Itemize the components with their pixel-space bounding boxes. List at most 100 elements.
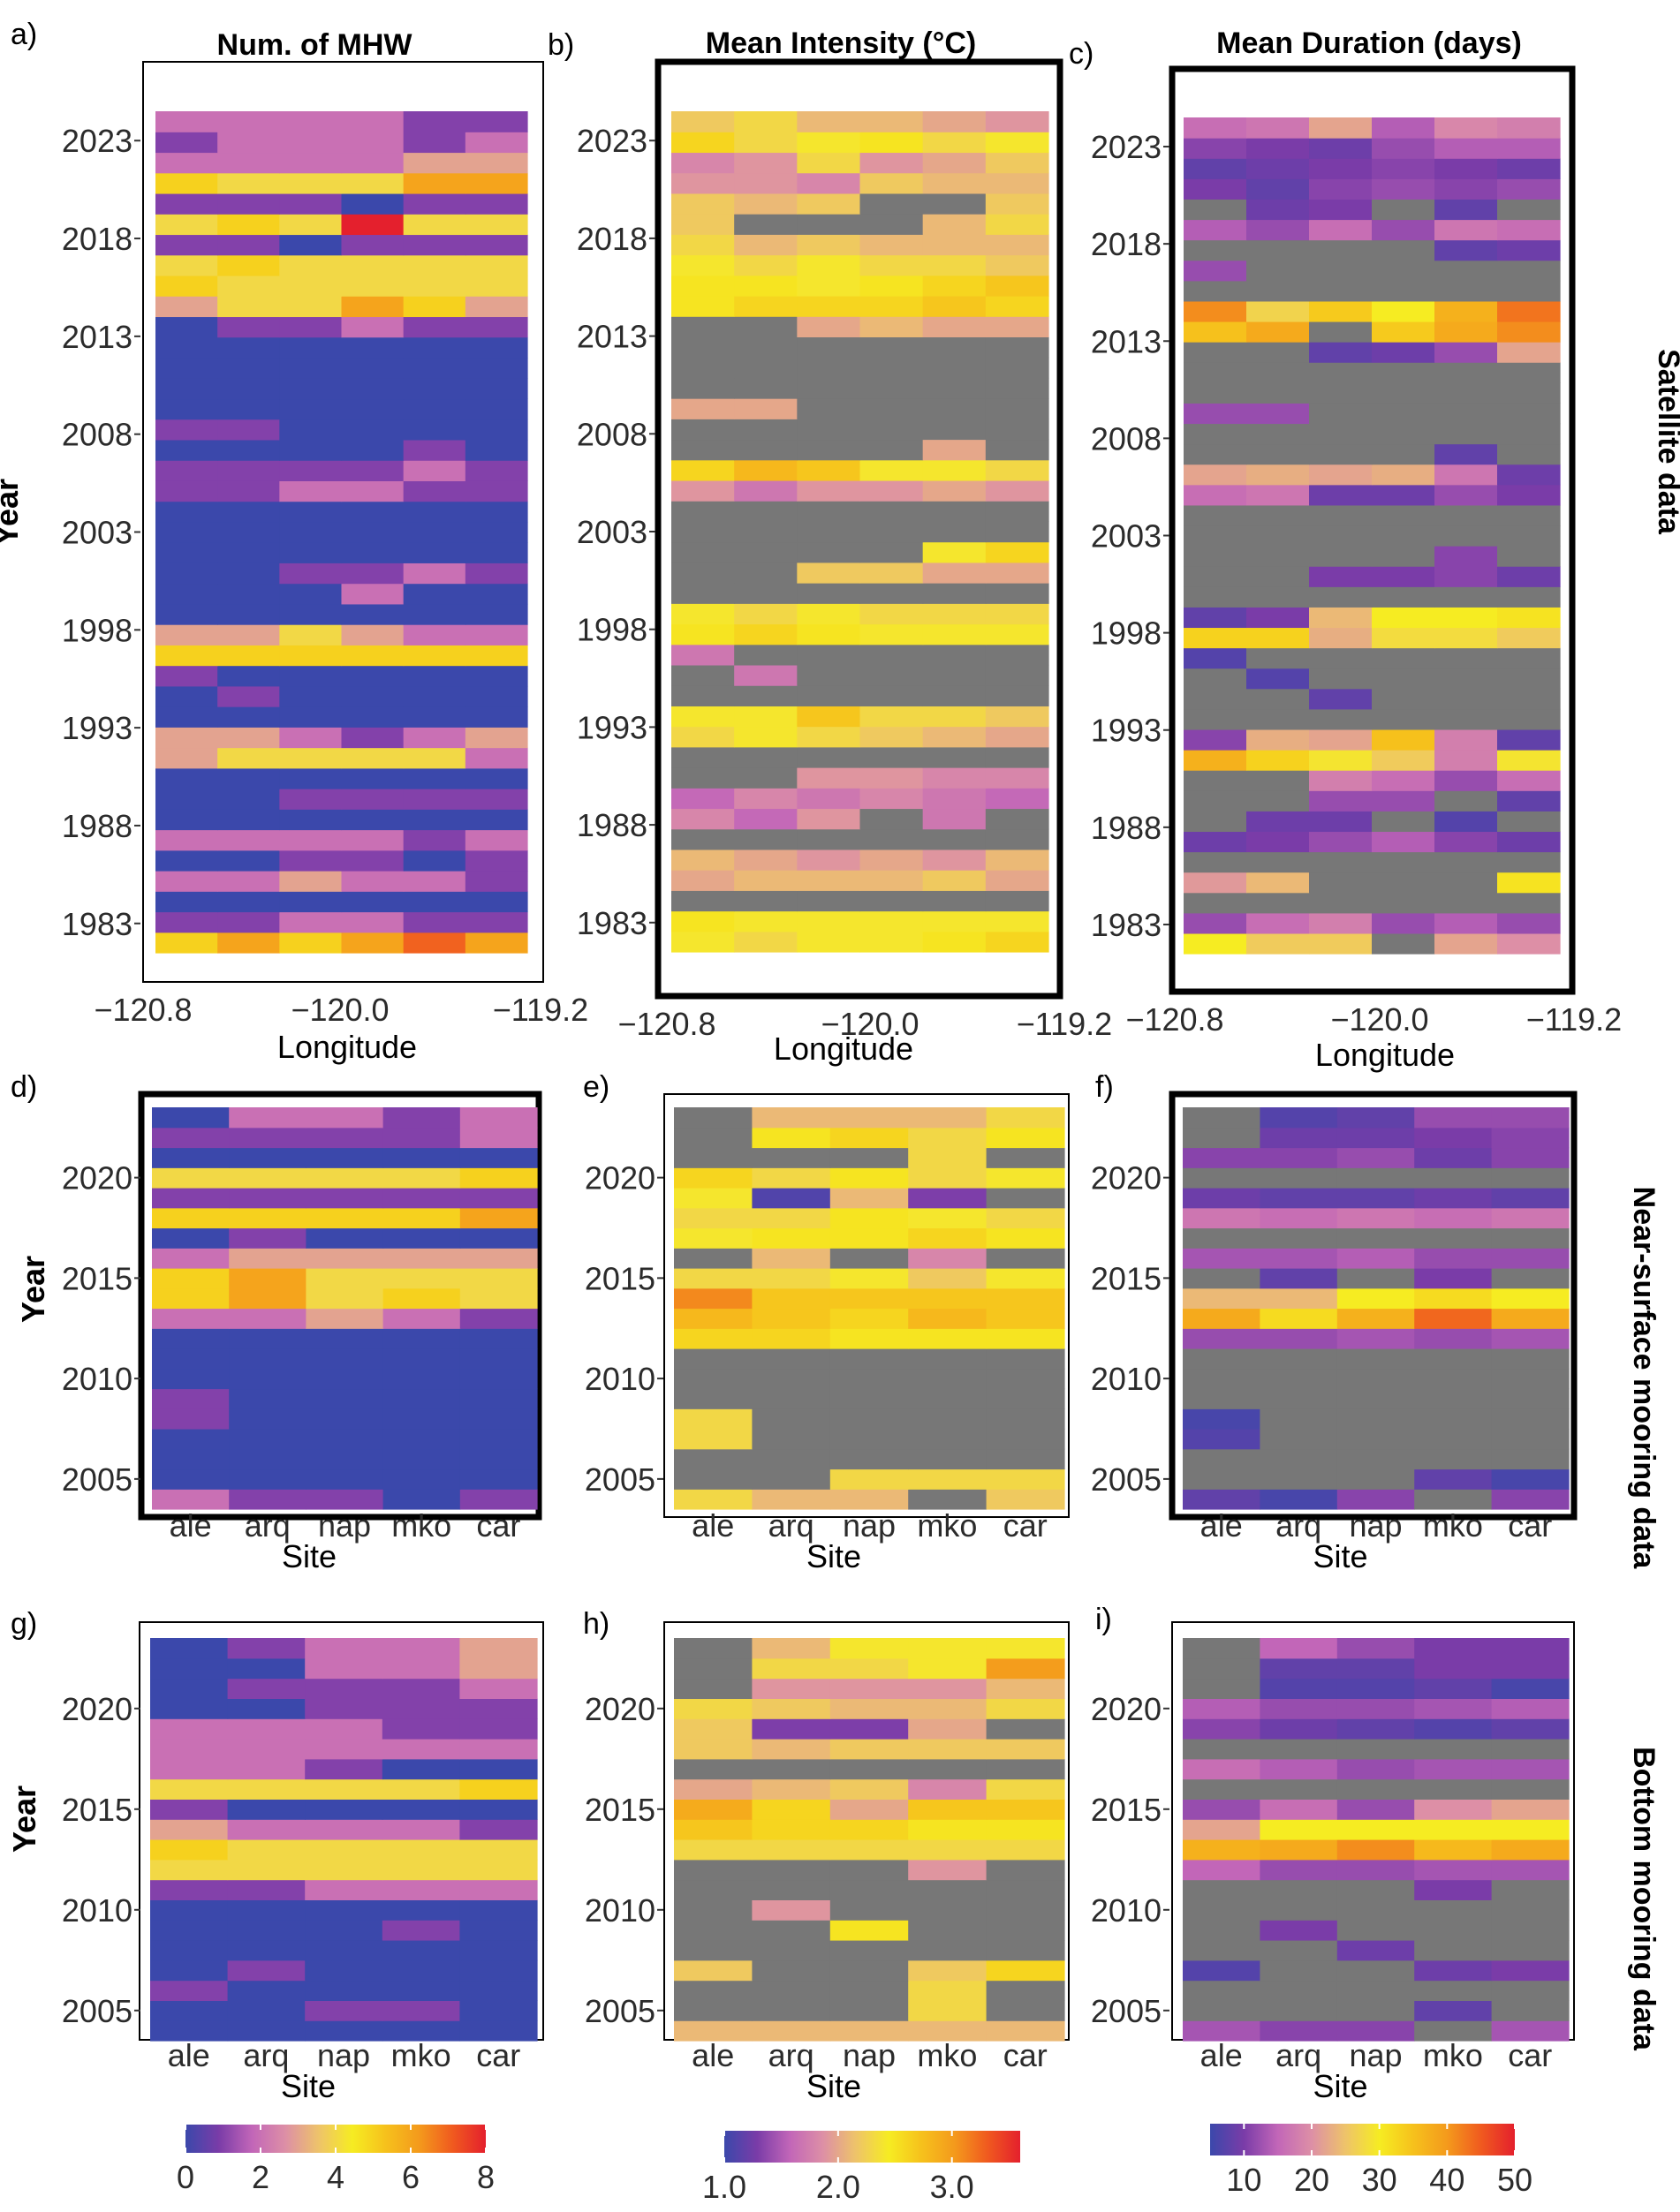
heatmap-cell — [306, 1167, 384, 1189]
heatmap-cell — [986, 1657, 1065, 1680]
heatmap-cell — [1184, 627, 1247, 649]
heatmap-cell — [829, 1107, 909, 1129]
heatmap-cell — [1372, 300, 1435, 322]
heatmap-cell — [217, 480, 280, 502]
heatmap-cell — [465, 767, 528, 789]
colorbar-tick-label: 6 — [402, 2159, 420, 2195]
heatmap-cell — [1336, 1678, 1415, 1699]
heatmap-cell — [986, 1778, 1065, 1800]
heatmap-cell — [829, 2000, 909, 2021]
colorbar-gradient — [1210, 2124, 1515, 2155]
heatmap-cell — [734, 501, 798, 522]
heatmap-cell — [152, 1468, 230, 1490]
heatmap-cell — [306, 1408, 384, 1430]
heatmap-cell — [403, 932, 466, 954]
heatmap-cell — [382, 1368, 461, 1390]
heatmap-cell — [908, 1147, 988, 1168]
heatmap-cell — [403, 789, 466, 810]
heatmap-cell — [674, 1107, 753, 1129]
heatmap-cell — [1414, 1638, 1493, 1659]
x-tick-label: −119.2 — [1526, 1001, 1622, 1038]
heatmap-cell — [305, 1920, 383, 1941]
heatmap-cell — [985, 726, 1049, 748]
heatmap-cell — [1309, 260, 1373, 282]
heatmap-cell — [1183, 1308, 1260, 1329]
colorbar-mean_duration: 10 20 30 40 50 — [1210, 2124, 1532, 2198]
heatmap-cell — [1246, 525, 1310, 547]
heatmap-cell — [341, 214, 405, 236]
y-tick-label: 1983 — [577, 905, 647, 941]
heatmap-cell — [985, 706, 1049, 728]
heatmap-cell — [1491, 1388, 1570, 1409]
heatmap-cell — [859, 111, 924, 132]
heatmap-cell — [227, 1698, 306, 1719]
heatmap-cell — [305, 1739, 383, 1760]
heatmap-cell — [986, 1940, 1065, 1961]
heatmap-cell — [403, 275, 466, 297]
heatmap-cell — [279, 871, 343, 892]
heatmap-cell — [341, 685, 405, 707]
heatmap-cell — [1184, 280, 1247, 302]
heatmap-cell — [671, 357, 735, 379]
heatmap-cell — [1336, 1468, 1415, 1490]
heatmap-cell — [459, 1328, 538, 1349]
heatmap-cell — [908, 1657, 988, 1680]
heatmap-cell — [341, 439, 405, 461]
heatmap-cell — [752, 1348, 831, 1370]
heatmap-cell — [985, 603, 1049, 625]
heatmap-cell — [279, 111, 343, 132]
heatmap-cell — [734, 828, 798, 850]
heatmap-cell — [1414, 1268, 1493, 1289]
heatmap-cell — [671, 336, 735, 359]
heatmap-cell — [465, 480, 528, 502]
heatmap-cell — [217, 809, 280, 831]
heatmap-cell — [1184, 708, 1247, 730]
heatmap-cell — [797, 501, 861, 522]
heatmap-cell — [1183, 1408, 1260, 1430]
heatmap-cell — [382, 1248, 461, 1269]
heatmap-cell — [1309, 770, 1373, 791]
heatmap-cell — [1434, 138, 1498, 159]
heatmap-cell — [797, 931, 861, 953]
heatmap-cell — [1183, 1448, 1260, 1470]
heatmap-cell — [459, 1207, 538, 1229]
heatmap-cell — [1372, 464, 1435, 486]
heatmap-cell — [1260, 1920, 1338, 1941]
heatmap-cell — [1414, 1799, 1493, 1820]
heatmap-cell — [674, 1388, 753, 1409]
heatmap-cell — [1414, 1940, 1493, 1961]
panel-tag: e) — [583, 1070, 609, 1104]
heatmap-cell — [752, 1657, 831, 1680]
heatmap-cell — [797, 644, 861, 666]
heatmap-cell — [671, 479, 735, 502]
heatmap-cell — [908, 1940, 988, 1961]
heatmap-cell — [829, 1758, 909, 1780]
heatmap-cell — [155, 316, 218, 338]
heatmap-cell — [341, 336, 405, 359]
y-tick-label: 2023 — [577, 123, 647, 159]
heatmap-cell — [1246, 566, 1310, 587]
heatmap-cell — [227, 1879, 306, 1900]
heatmap-cell — [1309, 586, 1373, 608]
heatmap-cell — [465, 727, 528, 749]
heatmap-cell — [1497, 668, 1561, 690]
heatmap-cell — [150, 1638, 229, 1659]
heatmap-cell — [829, 1127, 909, 1149]
heatmap-cell — [465, 398, 528, 420]
heatmap-cell — [671, 254, 735, 276]
heatmap-cell — [459, 1107, 538, 1129]
row-label-bottom: Bottom mooring data — [1627, 1747, 1661, 2051]
heatmap-cell — [986, 1207, 1065, 1229]
heatmap-cell — [217, 132, 280, 154]
heatmap-cell — [752, 1468, 831, 1490]
column-title-intensity: Mean Intensity (°C) — [706, 26, 976, 60]
heatmap-cell — [459, 1468, 538, 1490]
x-tick-label: −120.8 — [617, 1006, 715, 1042]
heatmap-cell — [859, 459, 924, 481]
heatmap-cell — [734, 644, 798, 666]
heatmap-cell — [152, 1308, 230, 1329]
heatmap-cell — [279, 214, 343, 236]
heatmap-cell — [152, 1429, 230, 1450]
heatmap-cell — [341, 316, 405, 338]
